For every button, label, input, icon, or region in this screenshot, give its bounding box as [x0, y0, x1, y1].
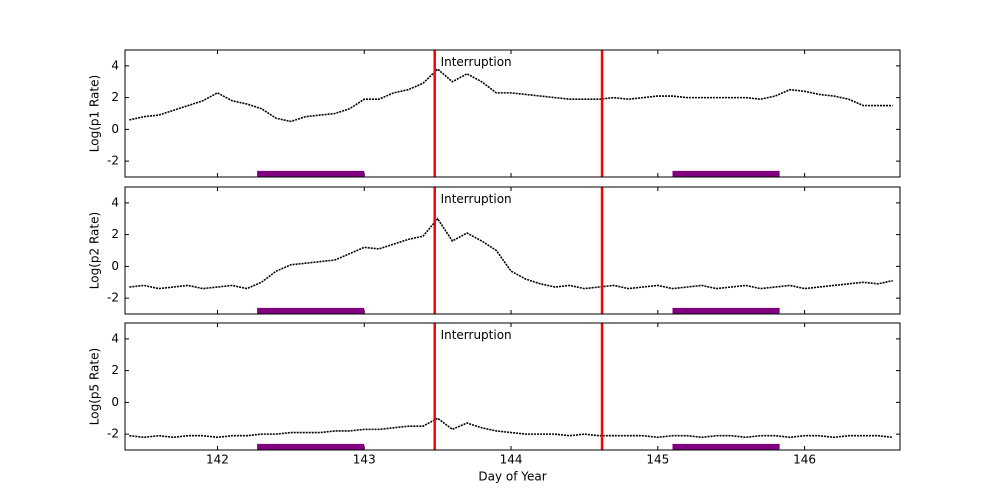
- y-axis-label: Log(p2 Rate): [88, 212, 102, 289]
- x-tick-label: 145: [646, 453, 669, 467]
- y-axis-label: Log(p5 Rate): [88, 348, 102, 425]
- plot-frame: [124, 49, 901, 178]
- y-tick-label: 2: [111, 90, 119, 104]
- y-tick-label: 4: [111, 195, 119, 209]
- annotation: Interruption: [441, 192, 512, 206]
- y-tick-label: -2: [107, 291, 119, 305]
- x-tick-label: 146: [793, 453, 816, 467]
- annotation: Interruption: [441, 55, 512, 69]
- y-tick-label: -2: [107, 427, 119, 441]
- y-tick-label: 0: [111, 259, 119, 273]
- plot-frame: [124, 186, 901, 315]
- y-tick-label: -2: [107, 154, 119, 168]
- y-tick-label: 2: [111, 227, 119, 241]
- y-tick-label: 4: [111, 58, 119, 72]
- y-tick-label: 4: [111, 331, 119, 345]
- y-tick-label: 2: [111, 363, 119, 377]
- x-tick-label: 143: [353, 453, 376, 467]
- data-line: [129, 67, 893, 123]
- x-tick-label: 142: [206, 453, 229, 467]
- data-line: [129, 417, 893, 439]
- y-axis-label: Log(p1 Rate): [88, 75, 102, 152]
- x-axis-label: Day of Year: [478, 470, 546, 484]
- y-tick-label: 0: [111, 395, 119, 409]
- data-line: [129, 217, 893, 290]
- annotation: Interruption: [441, 328, 512, 342]
- plot-frame: [124, 322, 901, 451]
- y-tick-label: 0: [111, 122, 119, 136]
- x-tick-label: 144: [500, 453, 523, 467]
